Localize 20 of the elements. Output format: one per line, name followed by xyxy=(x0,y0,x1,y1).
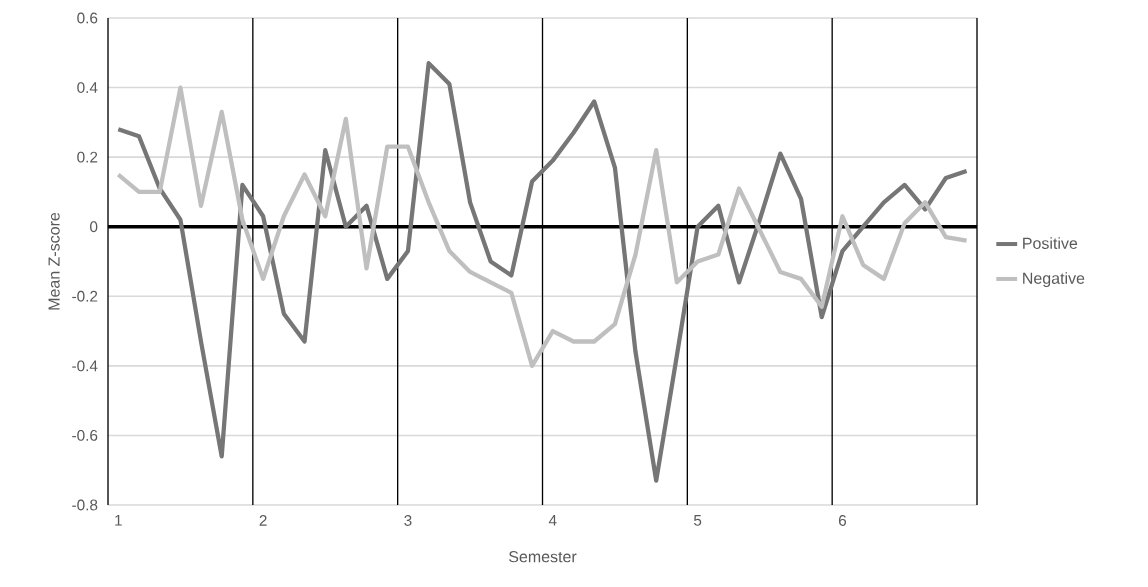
x-tick-label: 3 xyxy=(404,515,412,526)
x-tick-label: 2 xyxy=(259,515,267,526)
x-axis-title: Semester xyxy=(509,551,577,563)
x-tick-label: 6 xyxy=(838,515,847,526)
line-series xyxy=(116,85,969,368)
legend-label: Negative xyxy=(1023,272,1085,288)
y-tick-label: 0.6 xyxy=(77,12,98,24)
y-axis-title: Mean Z-score xyxy=(48,212,60,310)
y-tick-label: 0 xyxy=(90,221,98,233)
x-tick-label: 4 xyxy=(548,515,557,526)
x-tick-label: 1 xyxy=(115,515,122,526)
y-tick-label: -0.2 xyxy=(72,290,98,302)
x-tick-label: 5 xyxy=(693,515,702,526)
y-tick-label: 0.2 xyxy=(77,151,98,163)
y-tick-label: -0.8 xyxy=(72,499,98,511)
legend-label: Positive xyxy=(1023,237,1078,249)
line-series xyxy=(116,61,969,483)
y-tick-label: -0.4 xyxy=(72,360,98,372)
y-tick-label: -0.6 xyxy=(72,430,98,441)
y-tick-label: 0.4 xyxy=(77,82,98,93)
